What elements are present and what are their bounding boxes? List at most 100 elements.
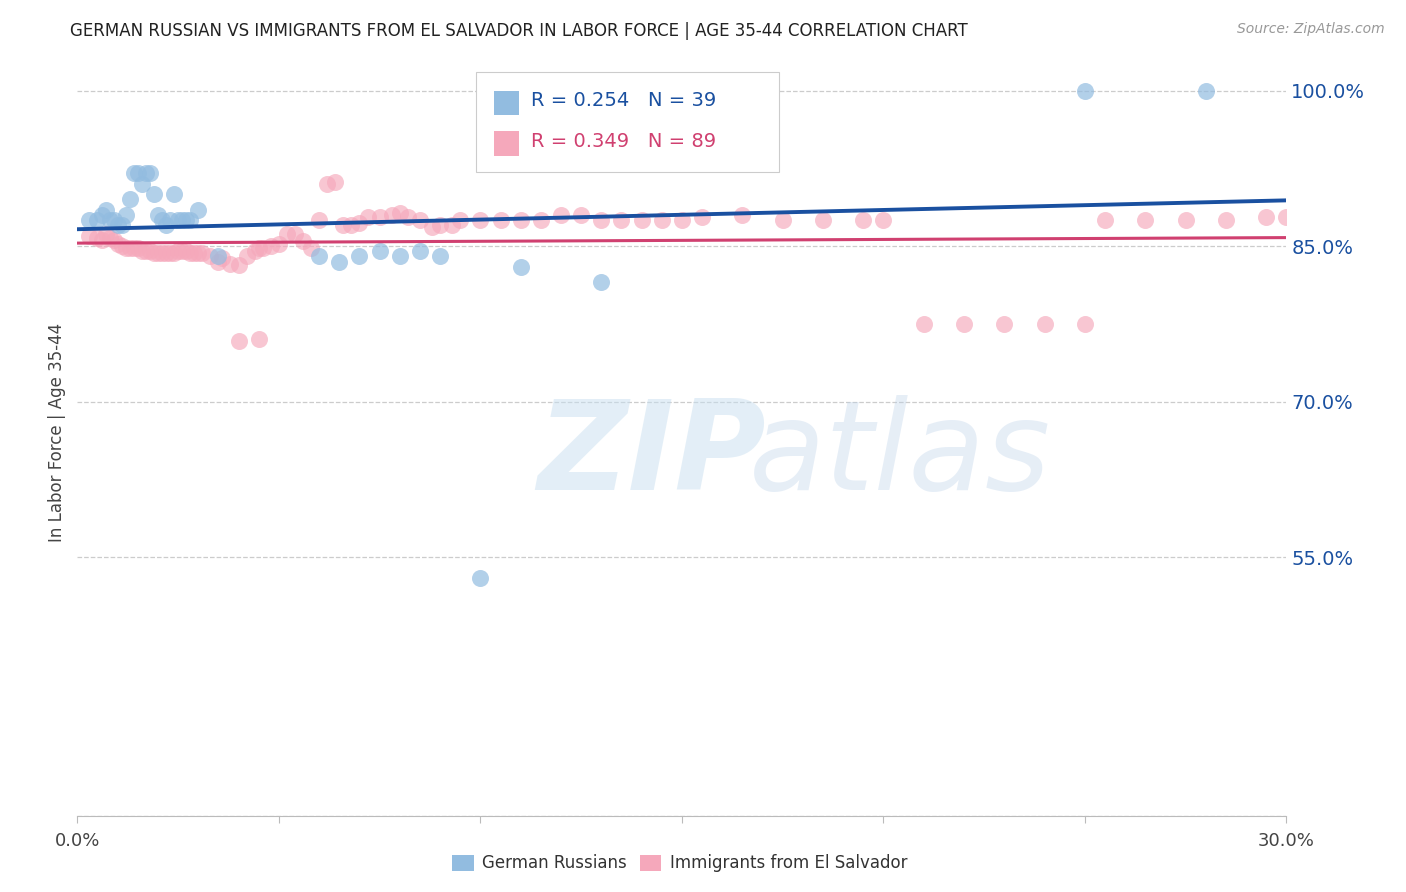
Point bbox=[591, 275, 613, 289]
Point bbox=[509, 260, 531, 274]
Point bbox=[179, 246, 201, 260]
Point bbox=[396, 210, 419, 224]
Point bbox=[323, 175, 346, 189]
Point bbox=[187, 246, 209, 260]
Point bbox=[470, 571, 492, 585]
Point bbox=[441, 219, 464, 233]
Point bbox=[174, 213, 197, 227]
Point bbox=[79, 213, 101, 227]
Point bbox=[135, 244, 157, 259]
Point bbox=[86, 231, 108, 245]
Point bbox=[1135, 213, 1157, 227]
Point bbox=[200, 249, 222, 263]
Point bbox=[953, 317, 976, 331]
Y-axis label: In Labor Force | Age 35-44: In Labor Force | Age 35-44 bbox=[48, 323, 66, 542]
Point bbox=[155, 219, 177, 233]
Point bbox=[107, 219, 129, 233]
Point bbox=[187, 202, 209, 217]
Point bbox=[308, 213, 330, 227]
Point bbox=[163, 187, 186, 202]
Point bbox=[1074, 83, 1097, 97]
Point bbox=[811, 213, 834, 227]
Point bbox=[159, 246, 181, 260]
Point bbox=[146, 208, 169, 222]
Point bbox=[247, 332, 270, 346]
Text: R = 0.349   N = 89: R = 0.349 N = 89 bbox=[531, 132, 716, 151]
Point bbox=[172, 244, 194, 259]
Point bbox=[159, 213, 181, 227]
Point bbox=[690, 210, 713, 224]
Point bbox=[509, 213, 531, 227]
Point bbox=[429, 249, 451, 263]
Point bbox=[388, 249, 411, 263]
Point bbox=[872, 213, 894, 227]
Point bbox=[86, 213, 108, 227]
Point bbox=[368, 244, 391, 259]
Point bbox=[731, 208, 754, 222]
Point bbox=[1215, 213, 1237, 227]
Point bbox=[131, 177, 153, 191]
Bar bbox=[640, 855, 661, 871]
Point bbox=[852, 213, 875, 227]
Point bbox=[98, 231, 121, 245]
Point bbox=[150, 213, 173, 227]
Text: ZIP: ZIP bbox=[537, 395, 765, 516]
Point bbox=[388, 206, 411, 220]
Point bbox=[94, 202, 117, 217]
Point bbox=[1195, 83, 1218, 97]
Point bbox=[127, 241, 149, 255]
Point bbox=[79, 228, 101, 243]
Point bbox=[155, 246, 177, 260]
Point bbox=[449, 213, 471, 227]
Point bbox=[332, 219, 354, 233]
Point bbox=[284, 227, 307, 241]
Text: Immigrants from El Salvador: Immigrants from El Salvador bbox=[669, 854, 907, 872]
Point bbox=[550, 208, 572, 222]
Point bbox=[409, 244, 432, 259]
Point bbox=[328, 254, 350, 268]
Text: German Russians: German Russians bbox=[482, 854, 627, 872]
Point bbox=[772, 213, 794, 227]
Point bbox=[651, 213, 673, 227]
Point bbox=[127, 166, 149, 180]
Point bbox=[114, 208, 136, 222]
Point bbox=[912, 317, 935, 331]
Point bbox=[103, 233, 125, 247]
Point bbox=[1094, 213, 1116, 227]
Text: 30.0%: 30.0% bbox=[1258, 831, 1315, 849]
Point bbox=[111, 219, 134, 233]
Point bbox=[191, 246, 214, 260]
Point bbox=[1174, 213, 1197, 227]
Point bbox=[211, 252, 233, 266]
Point bbox=[292, 234, 315, 248]
Point bbox=[135, 166, 157, 180]
Point bbox=[146, 246, 169, 260]
Point bbox=[98, 213, 121, 227]
Point bbox=[139, 166, 162, 180]
Text: R = 0.254   N = 39: R = 0.254 N = 39 bbox=[531, 91, 716, 111]
Point bbox=[381, 208, 404, 222]
Point bbox=[252, 241, 274, 255]
Point bbox=[308, 249, 330, 263]
Point bbox=[131, 244, 153, 259]
Bar bbox=[495, 131, 519, 156]
Point bbox=[267, 236, 290, 251]
Point bbox=[276, 227, 298, 241]
Point bbox=[470, 213, 492, 227]
Point bbox=[591, 213, 613, 227]
Point bbox=[167, 244, 190, 259]
Point bbox=[142, 246, 165, 260]
Point bbox=[409, 213, 432, 227]
Point bbox=[167, 213, 190, 227]
Point bbox=[1275, 210, 1298, 224]
Point bbox=[122, 166, 145, 180]
Point bbox=[630, 213, 652, 227]
Text: atlas: atlas bbox=[748, 395, 1050, 516]
Point bbox=[1074, 317, 1097, 331]
Point bbox=[107, 236, 129, 251]
Point bbox=[429, 219, 451, 233]
Point bbox=[118, 241, 141, 255]
Point bbox=[163, 246, 186, 260]
Point bbox=[114, 241, 136, 255]
Bar bbox=[453, 855, 474, 871]
